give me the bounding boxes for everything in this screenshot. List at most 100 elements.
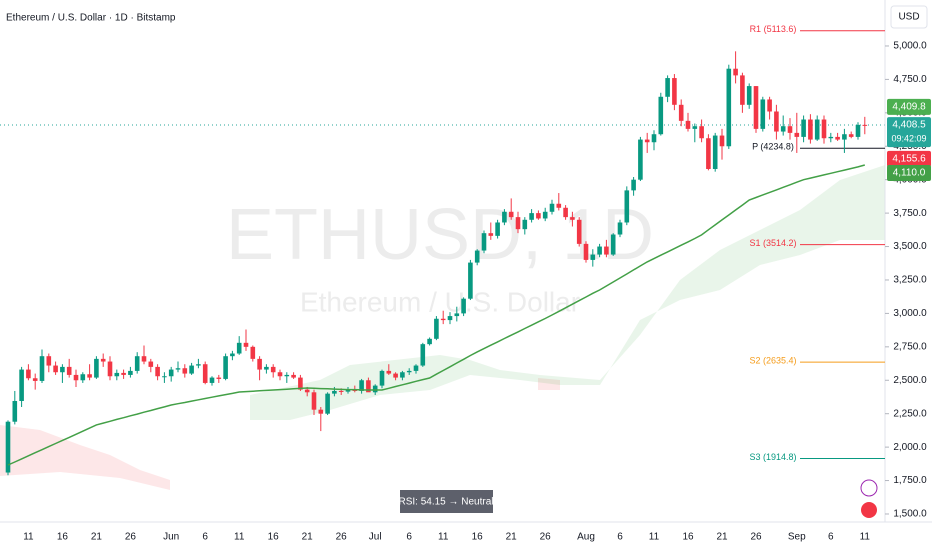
x-tick-label: 6 [406, 532, 412, 543]
candle-body [740, 75, 745, 105]
candle-body [32, 378, 38, 381]
candle-body [685, 120, 691, 129]
candle-body [291, 374, 296, 378]
x-tick-label: 21 [506, 532, 518, 543]
price-tag [887, 150, 931, 167]
candle-body [481, 233, 487, 251]
candle-body [706, 138, 711, 169]
candle-body [80, 374, 86, 381]
y-tick-label: 2,500.0 [893, 375, 927, 386]
candle-body [128, 370, 133, 375]
candle-body [434, 318, 439, 339]
candle-body [862, 124, 868, 126]
x-tick-label: 6 [828, 532, 834, 543]
candle-body [454, 313, 460, 317]
chart-title: Ethereum / U.S. Dollar · 1D · Bitstamp [6, 13, 176, 24]
candle-body [284, 374, 290, 377]
candle-body [665, 78, 670, 97]
candle-body [794, 132, 800, 137]
candle-body [440, 318, 446, 321]
candle-body [100, 358, 106, 362]
candle-body [400, 372, 405, 378]
y-tick-label: 2,750.0 [893, 341, 927, 352]
pivot-label: S2 (2635.4) [749, 356, 796, 366]
candle-body [243, 342, 249, 347]
y-tick-label: 2,000.0 [893, 442, 927, 453]
candle-body [651, 134, 657, 143]
candle-body [175, 368, 181, 370]
candle-body [155, 366, 160, 377]
y-tick-label: 3,500.0 [893, 241, 927, 252]
candle-body [5, 421, 11, 473]
candle-body [610, 234, 616, 255]
candle-body [590, 254, 596, 260]
x-tick-label: 21 [91, 532, 103, 543]
candle-body [162, 376, 167, 378]
candle-body [332, 390, 337, 394]
candle-body [202, 364, 208, 383]
currency-label[interactable]: USD [898, 12, 919, 23]
y-tick-label: 3,000.0 [893, 308, 927, 319]
cloud [538, 378, 560, 390]
candle-body [842, 134, 847, 140]
candle-body [814, 119, 820, 140]
candle-body [107, 361, 113, 377]
candle-body [726, 68, 732, 147]
candle-body [624, 190, 630, 223]
indicator-label: RSI: 54.15 → Neutral [398, 497, 493, 508]
candle-body [53, 365, 58, 373]
x-tick-label: 11 [234, 532, 245, 543]
candle-body [495, 222, 500, 236]
candle-body [359, 380, 364, 391]
candle-body [87, 374, 92, 378]
x-tick-label: 26 [125, 532, 137, 543]
candle-body [529, 213, 534, 220]
candle-body [393, 373, 398, 378]
candle-body [658, 96, 664, 135]
candle-body [338, 390, 344, 392]
icon[interactable] [860, 479, 878, 497]
x-tick-label: 11 [23, 532, 34, 543]
candle-body [536, 213, 541, 219]
x-tick-label: 26 [336, 532, 348, 543]
x-tick-label: 21 [302, 532, 314, 543]
x-tick-label: Aug [577, 532, 595, 543]
y-tick-label: 1,750.0 [893, 475, 927, 486]
candle-body [746, 86, 752, 105]
candle-body [787, 126, 793, 133]
candle-body [372, 385, 378, 393]
candle-body [318, 409, 324, 414]
candle-body [46, 356, 52, 366]
candle-body [474, 250, 480, 263]
x-tick-label: 6 [202, 532, 208, 543]
candle-body [325, 393, 330, 414]
candle-body [94, 358, 99, 378]
candle-body [182, 368, 188, 374]
candle-body [148, 361, 154, 367]
candle-body [488, 233, 494, 236]
price-tag-label: 4,409.8 [892, 102, 926, 113]
candle-body [223, 356, 228, 379]
price-tag-label: 4,408.5 [892, 120, 926, 131]
candle-body [835, 136, 840, 140]
candle-body [604, 246, 609, 255]
candle-body [570, 217, 575, 220]
pivot-label: S3 (1914.8) [749, 452, 796, 462]
icon[interactable] [861, 502, 877, 518]
candle-body [828, 136, 834, 139]
candle-body [420, 344, 426, 366]
x-tick-label: 16 [472, 532, 484, 543]
candle-body [719, 135, 725, 147]
candle-body [366, 380, 371, 393]
candle-body [461, 298, 466, 314]
candle-body [277, 372, 283, 377]
candle-body [250, 346, 256, 359]
currency-button[interactable] [890, 5, 928, 29]
x-tick-label: Jul [369, 532, 382, 543]
price-tag-label: 4,155.6 [892, 154, 926, 165]
candle-body [848, 134, 854, 137]
pivot-label: S1 (3514.2) [749, 238, 796, 248]
pivot-label: R1 (5113.6) [750, 24, 797, 34]
candle-body [345, 389, 351, 392]
watermark-subtitle: Ethereum / U.S. Dollar [300, 286, 580, 317]
